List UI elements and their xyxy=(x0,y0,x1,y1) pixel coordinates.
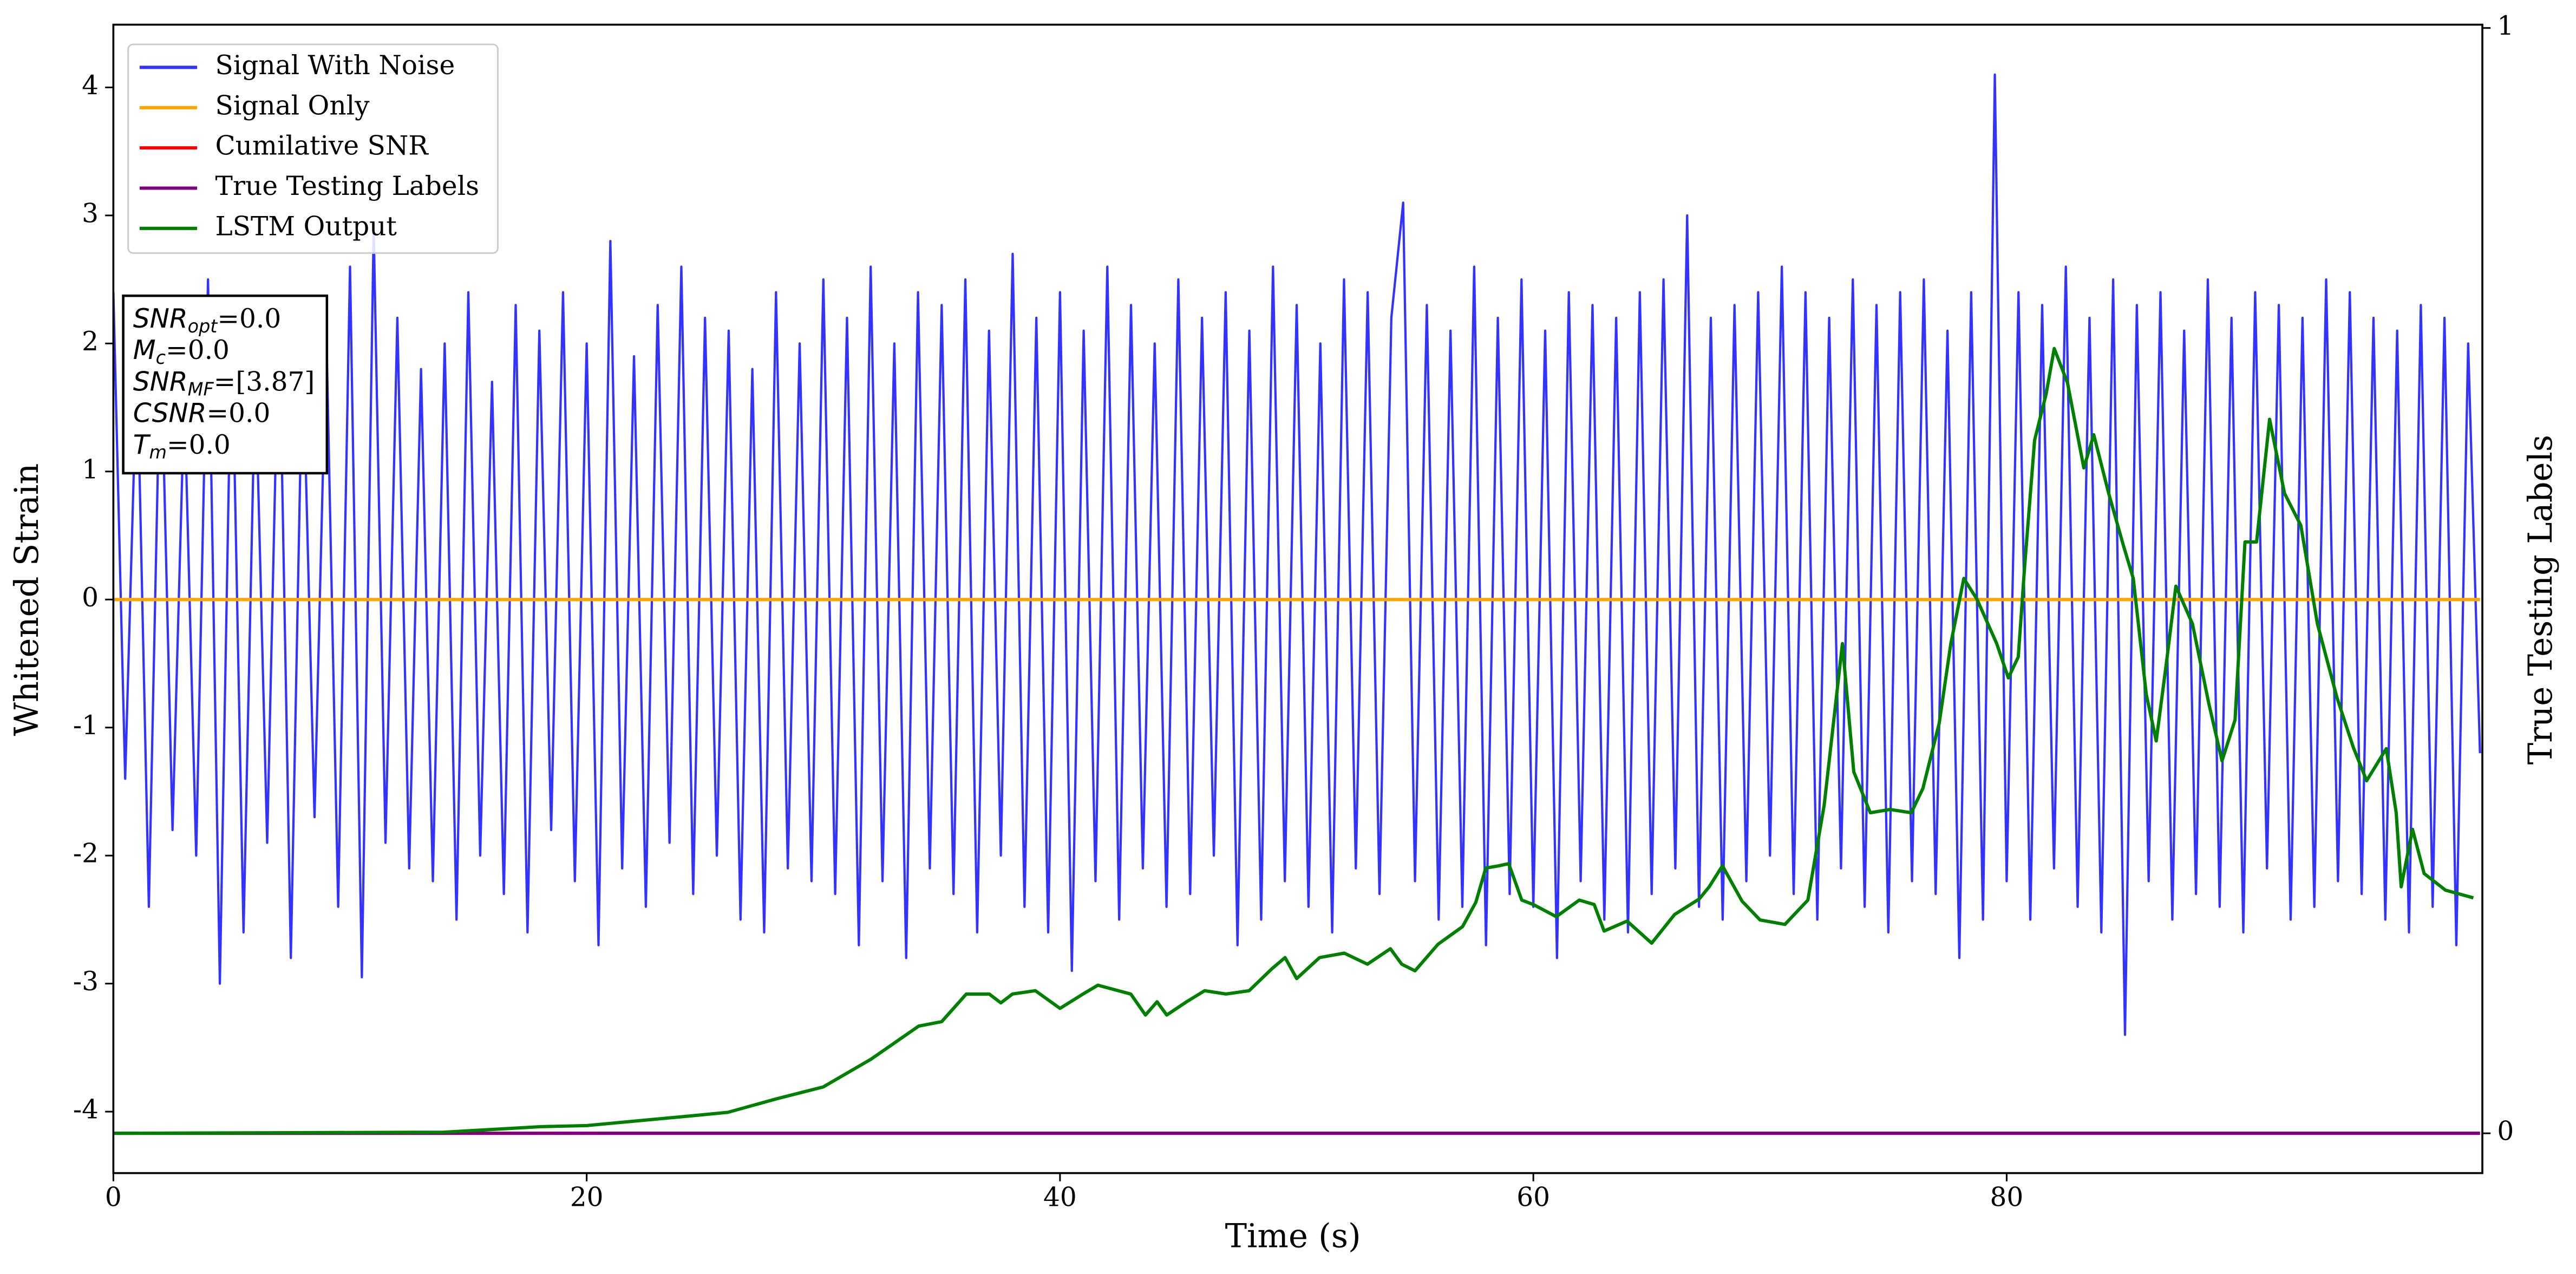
legend-label: Signal With Noise xyxy=(215,50,455,81)
annotation-part: M xyxy=(133,335,156,365)
annotation-part: SNR xyxy=(133,367,188,397)
annotation-part: =0.0 xyxy=(167,429,231,460)
y-tick-label: -1 xyxy=(73,710,99,741)
annotation-part: =0.0 xyxy=(217,303,281,334)
y-tick-label: -4 xyxy=(73,1095,99,1125)
annotation-line: SNRopt=0.0 xyxy=(133,303,281,336)
series-line xyxy=(113,73,2481,1036)
legend-label: Cumilative SNR xyxy=(215,131,429,161)
y-axis-label: Whitened Strain xyxy=(8,463,46,736)
annotation-part: T xyxy=(133,430,151,460)
annotation-part: m xyxy=(149,441,167,462)
x-axis-label: Time (s) xyxy=(1225,1218,1361,1256)
x-tick-label: 80 xyxy=(1990,1182,2024,1213)
annotation-part: SNR xyxy=(133,304,188,334)
y-tick-label: -2 xyxy=(73,839,99,869)
legend-label: True Testing Labels xyxy=(215,171,480,201)
annotation-part: =0.0 xyxy=(206,398,270,428)
annotation-part: CSNR xyxy=(133,398,207,429)
legend-box xyxy=(127,43,499,254)
y-tick-label: 1 xyxy=(82,454,99,485)
annotation-line: Tm=0.0 xyxy=(133,429,231,462)
legend-label: LSTM Output xyxy=(215,211,397,241)
y-tick-label: 4 xyxy=(82,70,99,101)
y-tick-label: -3 xyxy=(73,966,99,997)
annotation-part: =[3.87] xyxy=(214,367,315,397)
x-tick-label: 60 xyxy=(1516,1182,1550,1213)
x-tick-label: 40 xyxy=(1043,1182,1077,1213)
x-tick-label: 0 xyxy=(105,1182,122,1213)
y2-tick-label: 1 xyxy=(2497,11,2514,41)
y-tick-label: 0 xyxy=(82,583,99,613)
series-line xyxy=(113,347,2474,1135)
annotation-line: CSNR=0.0 xyxy=(133,398,271,429)
annotation-part: =0.0 xyxy=(166,335,230,365)
annotation-box xyxy=(122,294,329,475)
x-tick-label: 20 xyxy=(570,1182,604,1213)
y-tick-label: 3 xyxy=(82,198,99,228)
annotation-part: opt xyxy=(188,315,219,336)
y2-tick-label: 0 xyxy=(2497,1116,2514,1147)
legend-label: Signal Only xyxy=(215,90,370,121)
annotation-line: SNRMF=[3.87] xyxy=(133,367,315,400)
plot-frame xyxy=(112,23,2483,1174)
y2-axis-label: True Testing Labels xyxy=(2522,435,2560,765)
y-tick-label: 2 xyxy=(82,326,99,357)
annotation-line: Mc=0.0 xyxy=(133,335,230,368)
annotation-part: MF xyxy=(188,378,214,400)
annotation-part: c xyxy=(156,347,166,368)
